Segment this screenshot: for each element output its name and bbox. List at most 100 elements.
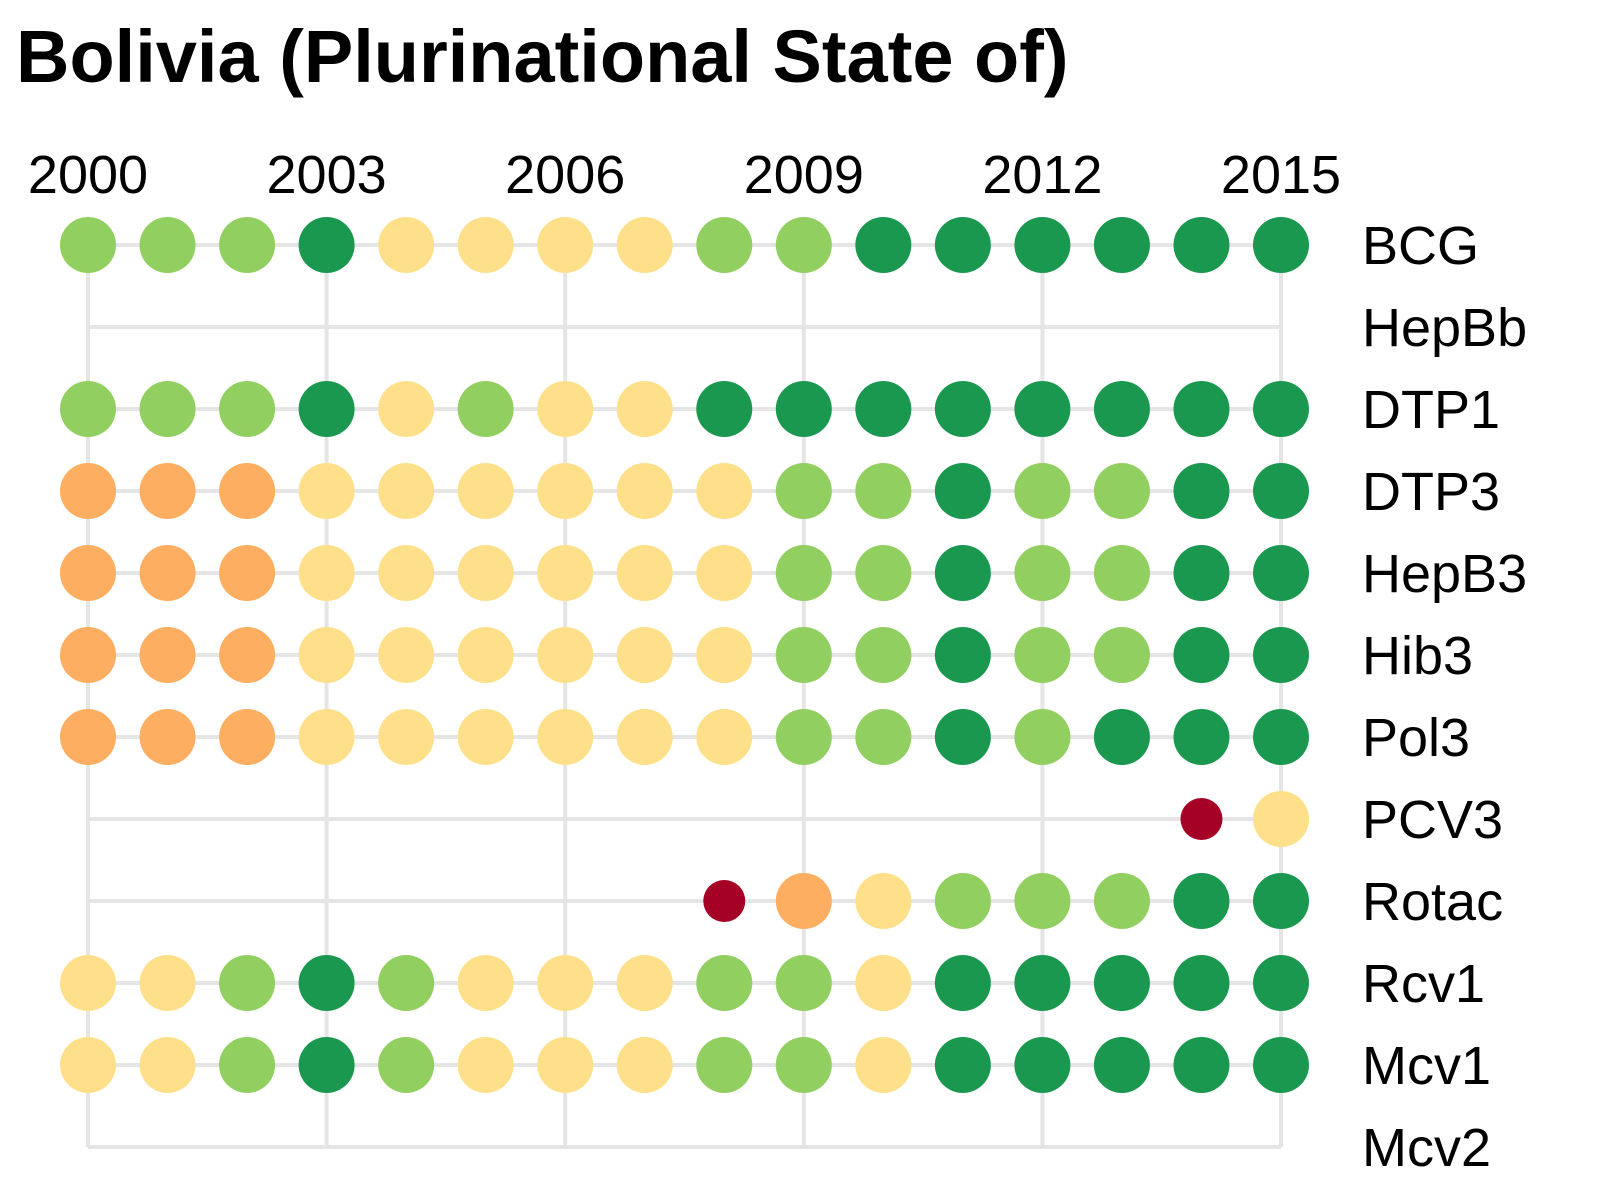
point-rcv1-2011 (934, 955, 991, 1011)
point-rcv1-2004 (378, 955, 435, 1011)
point-bcg-2004 (378, 217, 435, 273)
point-pol3-2002 (219, 709, 276, 765)
point-mcv1-2014 (1173, 1037, 1230, 1093)
point-dtp3-2014 (1173, 463, 1230, 519)
point-dtp3-2007 (616, 463, 673, 519)
row-label-pol3: Pol3 (1362, 708, 1470, 768)
point-rcv1-2003 (298, 955, 355, 1011)
point-dtp1-2001 (139, 381, 196, 437)
point-bcg-2006 (537, 217, 594, 273)
x-tick-label-2012: 2012 (982, 145, 1102, 205)
point-hib3-2001 (139, 627, 196, 683)
point-hib3-2004 (378, 627, 435, 683)
point-mcv1-2013 (1093, 1037, 1150, 1093)
point-bcg-2008 (696, 217, 753, 273)
row-labels: BCG HepBb DTP1 DTP3 HepB3 Hib3 Pol3 PCV3 Rotac Rc… (1362, 216, 1527, 1178)
point-pcv3-2014 (1180, 798, 1223, 840)
point-hib3-2006 (537, 627, 594, 683)
row-label-dtp3: DTP3 (1362, 462, 1500, 522)
point-mcv1-2015 (1253, 1037, 1309, 1093)
point-pol3-2004 (378, 709, 435, 765)
row-label-bcg: BCG (1362, 216, 1479, 276)
point-rcv1-2014 (1173, 955, 1230, 1011)
point-dtp1-2004 (378, 381, 435, 437)
point-rcv1-2001 (139, 955, 196, 1011)
x-tick-label-2003: 2003 (267, 145, 387, 205)
point-pol3-2010 (855, 709, 912, 765)
point-hib3-2014 (1173, 627, 1230, 683)
point-hib3-2007 (616, 627, 673, 683)
point-dtp3-2010 (855, 463, 912, 519)
point-dtp3-2008 (696, 463, 753, 519)
point-hib3-2003 (298, 627, 355, 683)
point-hib3-2013 (1093, 627, 1150, 683)
x-tick-label-2006: 2006 (505, 145, 625, 205)
point-mcv1-2007 (616, 1037, 673, 1093)
point-mcv1-2002 (219, 1037, 276, 1093)
point-hepb3-2001 (139, 545, 196, 601)
point-rotac-2015 (1253, 873, 1309, 929)
x-tick-labels: 2000 2003 2006 2009 2012 2015 (28, 145, 1341, 205)
point-pol3-2000 (60, 709, 116, 765)
grid-lines (86, 245, 1283, 1147)
point-mcv1-2001 (139, 1037, 196, 1093)
point-hepb3-2006 (537, 545, 594, 601)
point-pcv3-2015 (1253, 791, 1309, 847)
point-bcg-2007 (616, 217, 673, 273)
point-hepb3-2003 (298, 545, 355, 601)
row-lines (88, 243, 1281, 1149)
point-dtp1-2007 (616, 381, 673, 437)
point-rcv1-2006 (537, 955, 594, 1011)
point-dtp1-2013 (1093, 381, 1150, 437)
point-dtp3-2013 (1093, 463, 1150, 519)
point-bcg-2011 (934, 217, 991, 273)
point-dtp1-2012 (1014, 381, 1071, 437)
point-dtp1-2002 (219, 381, 276, 437)
point-dtp1-2014 (1173, 381, 1230, 437)
point-bcg-2013 (1093, 217, 1150, 273)
point-hepb3-2010 (855, 545, 912, 601)
point-hib3-2000 (60, 627, 116, 683)
row-label-mcv1: Mcv1 (1362, 1036, 1491, 1096)
point-pol3-2008 (696, 709, 753, 765)
point-bcg-2012 (1014, 217, 1071, 273)
point-mcv1-2012 (1014, 1037, 1071, 1093)
point-hepb3-2000 (60, 545, 116, 601)
point-dtp3-2011 (934, 463, 991, 519)
point-pol3-2009 (775, 709, 832, 765)
point-rcv1-2007 (616, 955, 673, 1011)
row-label-rcv1: Rcv1 (1362, 954, 1485, 1014)
point-hepb3-2011 (934, 545, 991, 601)
point-dtp3-2004 (378, 463, 435, 519)
point-dtp3-2002 (219, 463, 276, 519)
row-label-dtp1: DTP1 (1362, 380, 1500, 440)
point-dtp3-2005 (457, 463, 514, 519)
point-hepb3-2002 (219, 545, 276, 601)
point-dtp1-2000 (60, 381, 116, 437)
point-rcv1-2008 (696, 955, 753, 1011)
point-hepb3-2015 (1253, 545, 1309, 601)
point-hib3-2005 (457, 627, 514, 683)
point-pol3-2015 (1253, 709, 1309, 765)
point-dtp3-2001 (139, 463, 196, 519)
point-mcv1-2006 (537, 1037, 594, 1093)
point-mcv1-2011 (934, 1037, 991, 1093)
point-rcv1-2002 (219, 955, 276, 1011)
point-hepb3-2005 (457, 545, 514, 601)
point-dtp1-2010 (855, 381, 912, 437)
point-bcg-2000 (60, 217, 116, 273)
point-pol3-2012 (1014, 709, 1071, 765)
x-tick-label-2009: 2009 (744, 145, 864, 205)
point-bcg-2010 (855, 217, 912, 273)
point-bcg-2001 (139, 217, 196, 273)
point-hib3-2008 (696, 627, 753, 683)
point-rcv1-2000 (60, 955, 116, 1011)
point-rotac-2009 (775, 873, 832, 929)
row-label-hib3: Hib3 (1362, 626, 1473, 686)
point-rcv1-2015 (1253, 955, 1309, 1011)
point-rcv1-2009 (775, 955, 832, 1011)
point-bcg-2014 (1173, 217, 1230, 273)
point-pol3-2005 (457, 709, 514, 765)
point-hepb3-2013 (1093, 545, 1150, 601)
chart-title: Bolivia (Plurinational State of) (16, 15, 1069, 98)
